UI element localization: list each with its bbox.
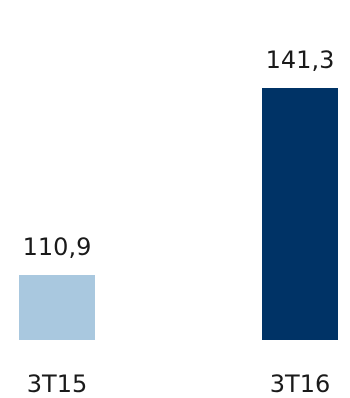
category-label-3t16: 3T16	[270, 370, 330, 398]
bar-3t15	[19, 275, 95, 340]
category-label-3t15: 3T15	[27, 370, 87, 398]
bar-3t16	[262, 88, 338, 340]
value-label-3t16: 141,3	[266, 46, 335, 74]
value-label-3t15: 110,9	[23, 233, 92, 261]
